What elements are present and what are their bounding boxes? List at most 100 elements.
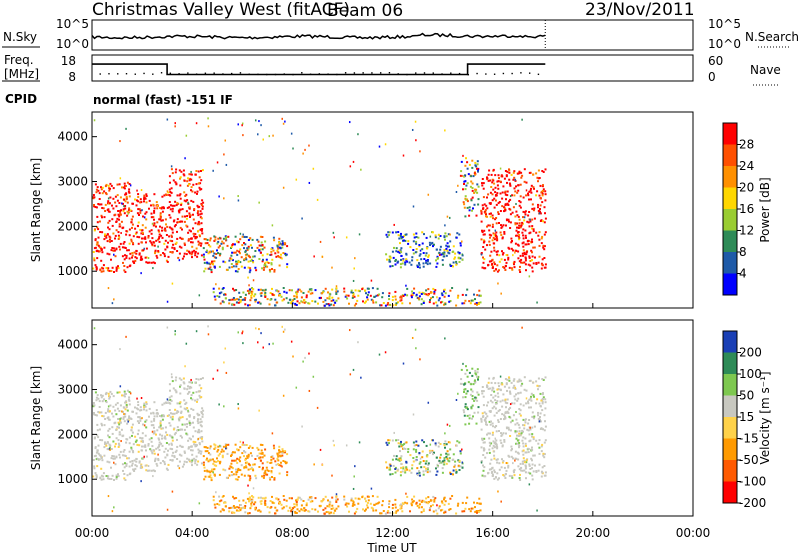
velocity-cell [482,404,485,407]
power-cell [501,191,504,194]
velocity-cell [375,502,378,505]
power-cell [480,209,483,212]
velocity-cell [519,391,522,394]
power-cell [168,235,171,238]
power-cell [388,231,391,234]
power-cell [195,170,198,172]
velocity-cell [437,441,440,444]
power-cell [523,211,526,214]
power-cell [260,251,262,254]
nave-point [511,72,513,75]
velocity-cell [137,408,140,411]
power-cell [459,244,462,247]
velocity-cell [528,483,531,486]
velocity-cell [132,468,135,471]
velocity-cell [378,353,381,356]
velocity-cell [497,410,500,413]
power-cell [538,194,541,197]
power-cell [343,287,346,290]
power-cell [344,295,347,298]
power-cell [508,207,511,210]
power-cell [200,202,203,205]
velocity-cell [520,432,523,435]
power-cell [483,203,486,206]
velocity-cell [449,508,452,510]
velocity-cell [156,415,159,418]
power-cell [504,207,507,210]
velocity-cell [517,465,520,468]
velocity-cell [247,453,250,456]
power-cell [170,235,173,238]
power-cell [519,195,522,198]
velocity-cell [528,440,531,443]
velocity-cell [110,478,113,480]
power-cell [534,256,536,259]
power-cell [350,291,353,294]
velocity-cell [152,424,155,427]
velocity-cell [505,462,508,465]
power-cell [483,267,486,270]
power-cell [406,287,409,290]
power-cell [474,188,477,191]
power-cell [171,246,174,249]
velocity-cell [135,458,138,460]
velocity-cell [169,402,172,405]
velocity-cell [276,457,279,460]
power-cell [150,261,153,264]
power-cell [248,284,250,287]
power-cell [229,257,232,260]
power-cell [237,195,239,198]
velocity-cell [426,467,429,469]
power-cell [94,264,97,267]
velocity-cell [188,391,190,394]
power-cell [512,249,514,252]
velocity-cell [537,469,540,472]
velocity-cell [271,501,274,504]
velocity-cell [479,509,482,512]
velocity-cell [543,465,546,467]
velocity-cell [522,445,525,448]
power-cell [514,223,517,226]
power-cell [506,202,509,205]
power-cell [109,196,112,199]
power-cell [190,170,192,173]
colorbar-label: 28 [739,138,754,152]
velocity-cell [216,503,219,505]
power-cell [237,199,240,202]
velocity-cell [528,379,531,382]
power-cell [330,299,333,302]
velocity-cell [244,505,247,507]
velocity-cell [285,505,288,508]
power-cell [180,202,183,205]
velocity-cell [266,469,269,472]
velocity-cell [411,464,414,467]
power-cell [406,260,409,263]
power-cell [498,269,500,272]
power-cell [431,231,434,234]
power-cell [350,289,353,292]
velocity-cell [471,397,474,400]
velocity-cell [170,399,173,402]
velocity-cell [466,496,469,499]
velocity-cell [517,397,520,400]
velocity-cell [463,414,466,417]
velocity-cell [212,462,215,465]
power-cell [445,244,448,247]
velocity-cell [512,414,515,417]
velocity-cell [103,398,106,401]
power-cell [100,266,103,269]
power-cell [177,209,180,212]
velocity-cell [380,512,383,515]
power-cell [158,230,161,233]
velocity-cell [280,461,282,464]
power-cell [215,253,218,255]
power-cell [376,287,379,290]
velocity-cell [100,474,103,477]
velocity-cell [201,377,204,380]
power-cell [219,252,222,255]
power-cell [95,267,98,270]
velocity-cell [305,502,308,505]
power-cell [278,292,281,295]
power-cell [266,298,269,301]
power-cell [123,187,126,190]
